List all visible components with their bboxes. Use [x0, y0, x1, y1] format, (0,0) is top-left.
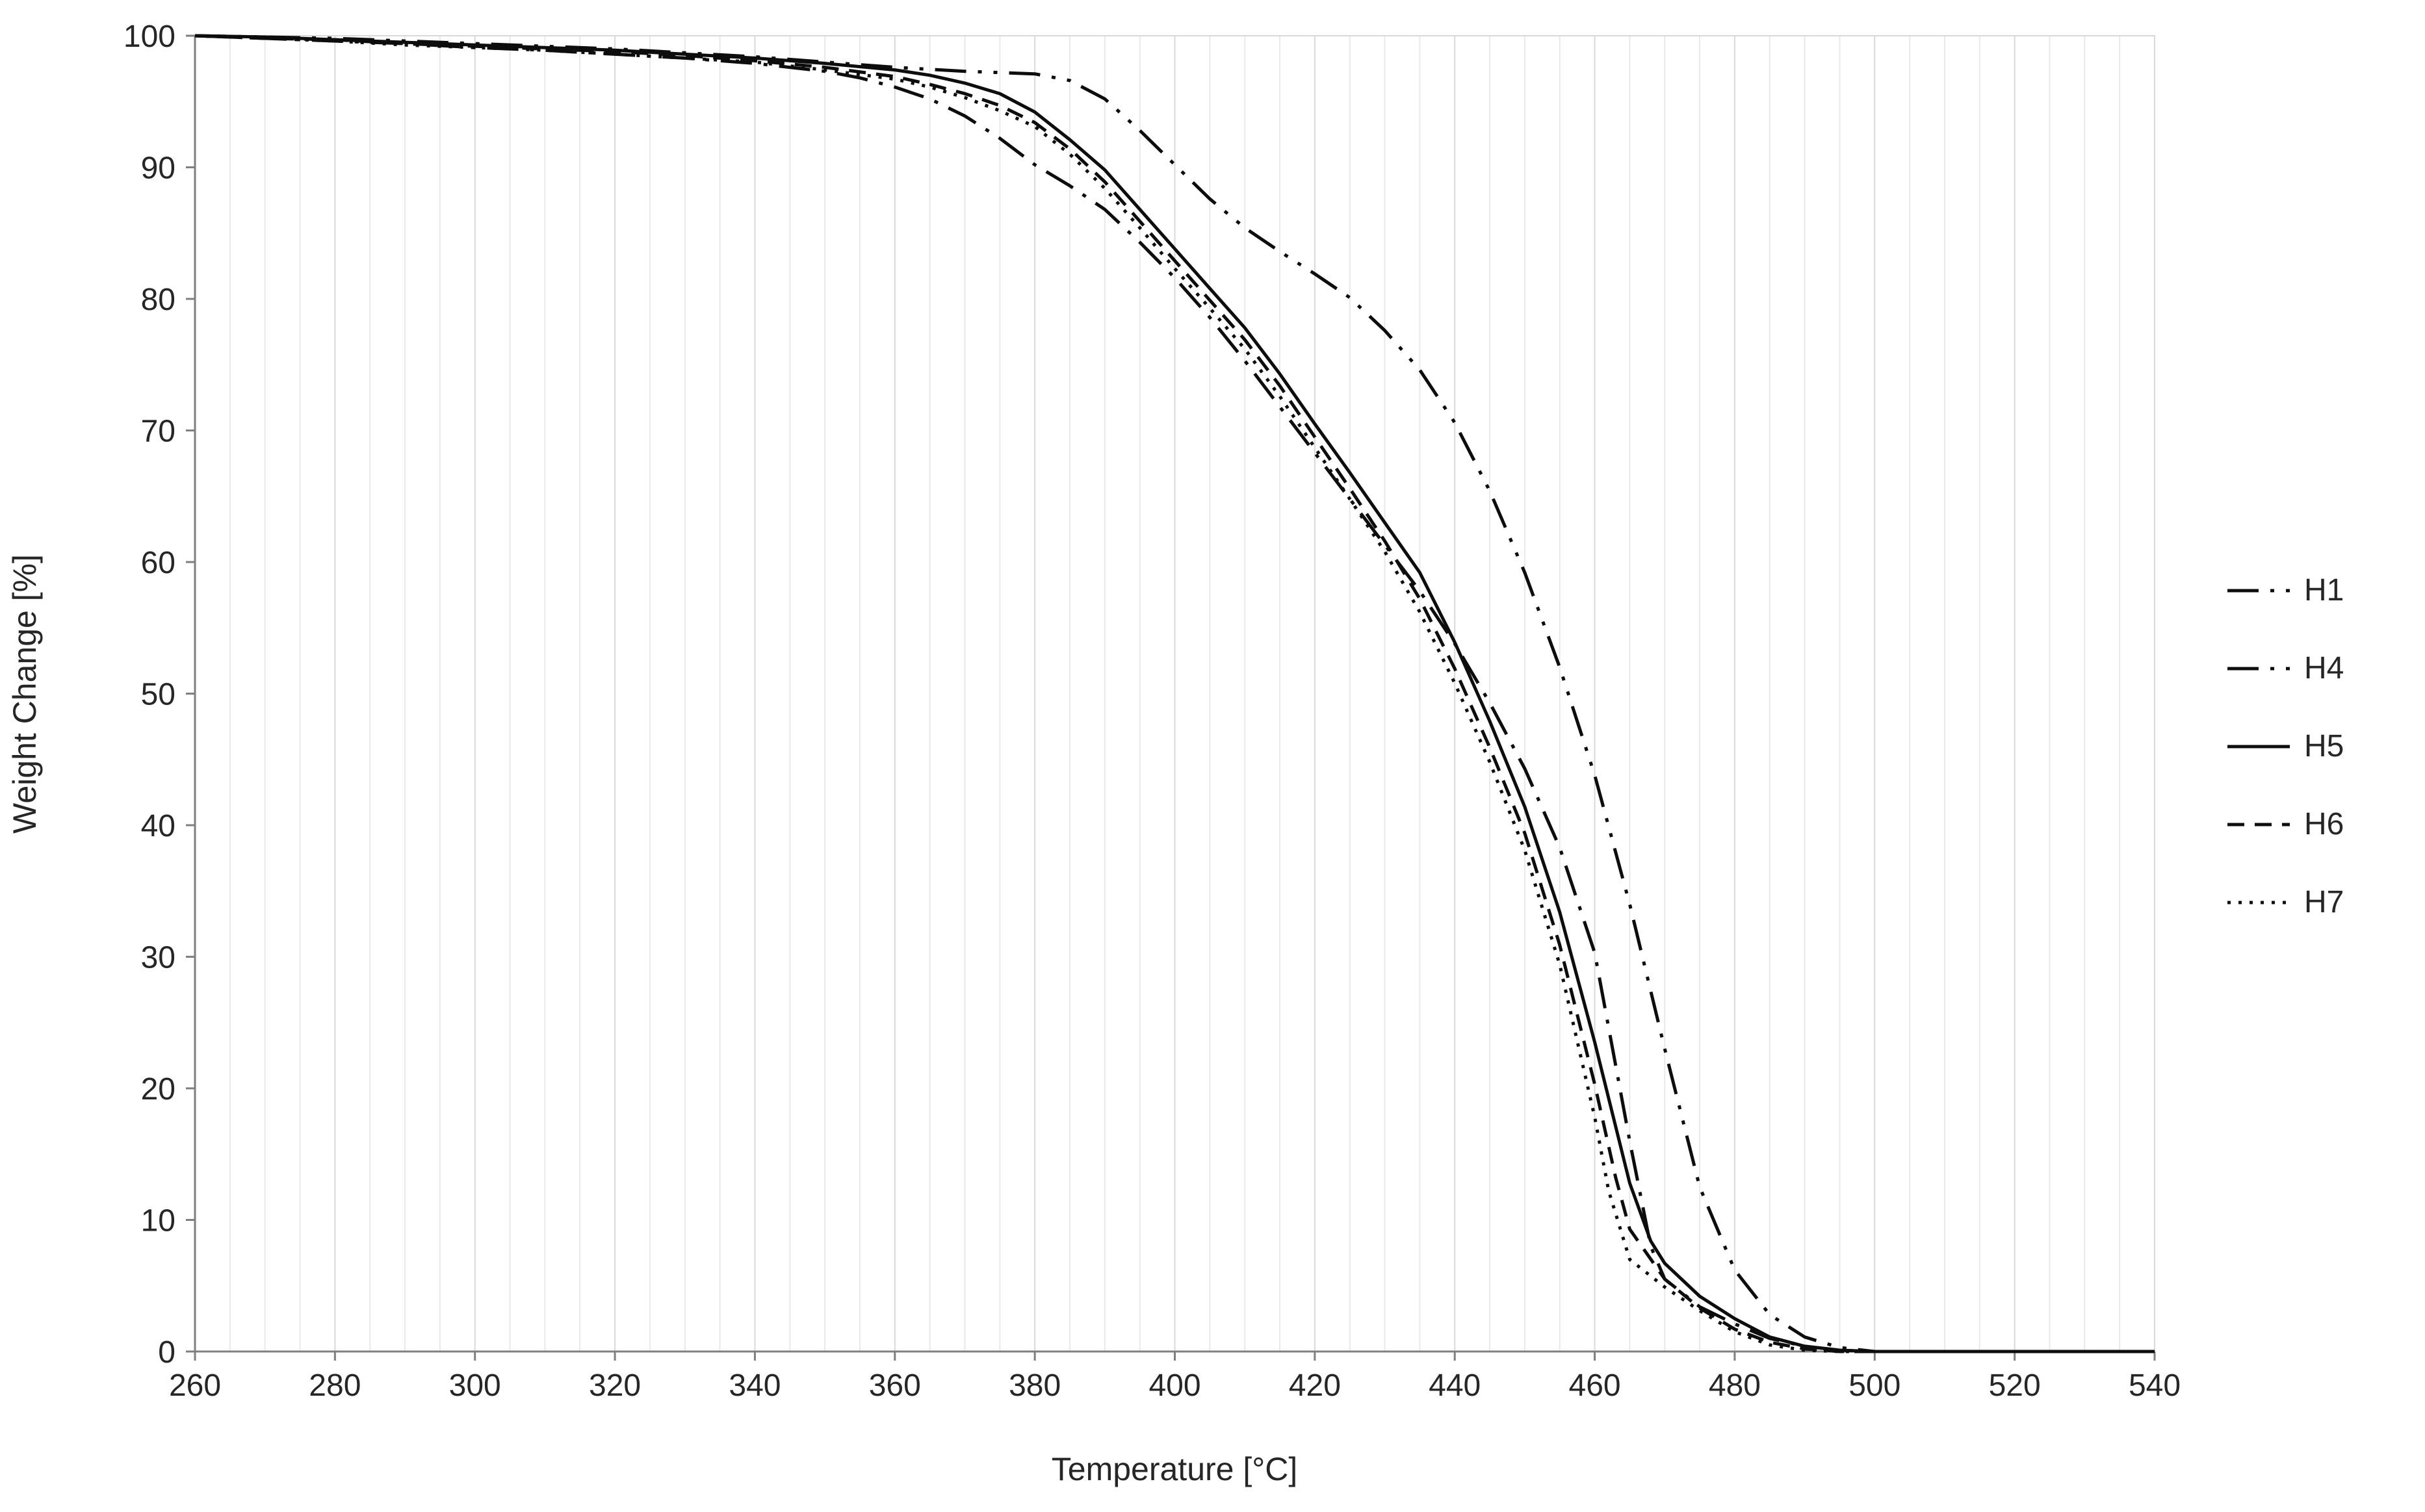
x-tick-label: 520 [1989, 1368, 2041, 1403]
series-line-h6 [194, 34, 2155, 1353]
x-tick-label: 460 [1569, 1368, 1621, 1403]
y-tick-label: 100 [123, 19, 175, 54]
x-tick-label: 420 [1289, 1368, 1341, 1403]
y-tick-label: 10 [141, 1204, 175, 1238]
x-tick-label: 340 [729, 1368, 781, 1403]
legend-line-sample-h4 [2227, 667, 2290, 671]
legend-line-sample-h7 [2227, 901, 2290, 904]
x-tick-label: 540 [2129, 1368, 2181, 1403]
x-tick-label: 280 [309, 1368, 361, 1403]
y-tick-label: 0 [158, 1335, 175, 1370]
x-tick-label: 380 [1009, 1368, 1061, 1403]
x-tick-label: 260 [169, 1368, 221, 1403]
y-tick-label: 90 [141, 151, 175, 186]
plot-layers: 260 280 300 320 340 360 380 400 420 440 460 480 500 5… [123, 19, 2181, 1403]
y-tick-label: 50 [141, 678, 175, 712]
y-tick-label: 20 [141, 1072, 175, 1107]
legend-line-sample-h6 [2227, 823, 2290, 826]
x-tick-label: 440 [1429, 1368, 1481, 1403]
legend-label-h5: H5 [2304, 729, 2344, 763]
legend-label-h1: H1 [2304, 573, 2344, 608]
legend-item-h5: H5 [2226, 731, 2344, 762]
legend: H1 H4 H5 H6 H7 [2226, 575, 2344, 918]
legend-line-sample-h5 [2227, 745, 2290, 749]
x-tick-label: 360 [869, 1368, 921, 1403]
legend-item-h4: H4 [2226, 653, 2344, 684]
y-tick-label: 70 [141, 415, 175, 449]
x-axis-title: Temperature [°C] [1052, 1451, 1297, 1487]
x-tick-label: 400 [1148, 1368, 1200, 1403]
x-tick-label: 480 [1709, 1368, 1761, 1403]
series-line-h1 [194, 34, 2155, 1353]
y-tick-label: 60 [141, 546, 175, 580]
legend-item-h7: H7 [2226, 887, 2344, 918]
y-axis-title: Weight Change [%] [6, 554, 43, 834]
axes: 260 280 300 320 340 360 380 400 420 440 460 480 500 5… [123, 19, 2181, 1403]
legend-item-h1: H1 [2226, 575, 2344, 606]
legend-label-h4: H4 [2304, 651, 2344, 686]
x-tick-label: 500 [1848, 1368, 1900, 1403]
y-tick-label: 30 [141, 941, 175, 975]
legend-line-sample-h1 [2227, 589, 2290, 593]
legend-item-h6: H6 [2226, 809, 2344, 840]
gridlines [194, 35, 2155, 1352]
series-line-h4 [194, 34, 2155, 1353]
legend-label-h7: H7 [2304, 885, 2344, 919]
x-tick-label: 300 [449, 1368, 501, 1403]
y-tick-label: 80 [141, 283, 175, 317]
x-tick-label: 320 [589, 1368, 641, 1403]
y-tick-label: 40 [141, 809, 175, 843]
legend-label-h6: H6 [2304, 807, 2344, 841]
